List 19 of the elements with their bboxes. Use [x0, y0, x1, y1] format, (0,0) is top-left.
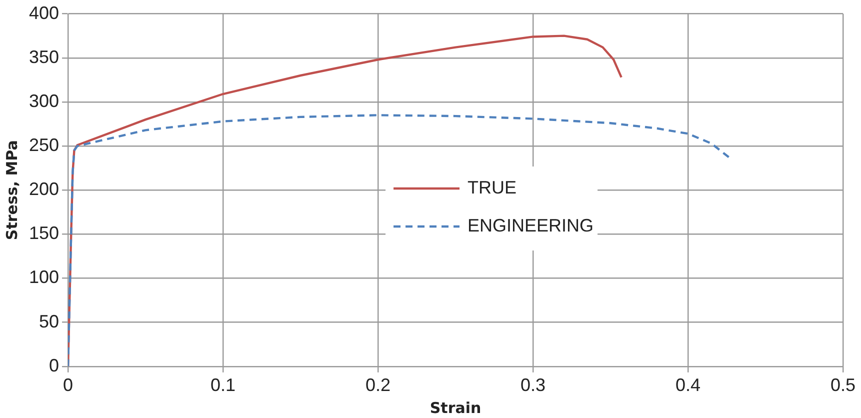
- x-tick-label: 0.2: [366, 375, 391, 396]
- y-tick-label: 400: [28, 2, 60, 23]
- y-axis-title: Stress, MPa: [2, 140, 21, 240]
- legend-label: TRUE: [468, 177, 517, 198]
- x-tick-label: 0.3: [520, 375, 546, 396]
- y-tick-label: 50: [39, 311, 60, 332]
- y-tick-label: 200: [28, 179, 60, 200]
- x-tick-label: 0.4: [675, 375, 701, 396]
- x-axis-title: Strain: [430, 398, 482, 417]
- y-tick-label: 150: [28, 223, 60, 244]
- legend-label: ENGINEERING: [468, 215, 594, 236]
- x-tick-label: 0: [63, 375, 74, 396]
- x-tick-label: 0.1: [210, 375, 236, 396]
- x-tick-label: 0.5: [830, 375, 856, 396]
- y-tick-label: 100: [28, 267, 60, 288]
- y-tick-label: 350: [28, 46, 60, 67]
- y-tick-label: 0: [49, 355, 60, 376]
- y-tick-label: 300: [28, 90, 60, 111]
- y-tick-label: 250: [28, 134, 60, 155]
